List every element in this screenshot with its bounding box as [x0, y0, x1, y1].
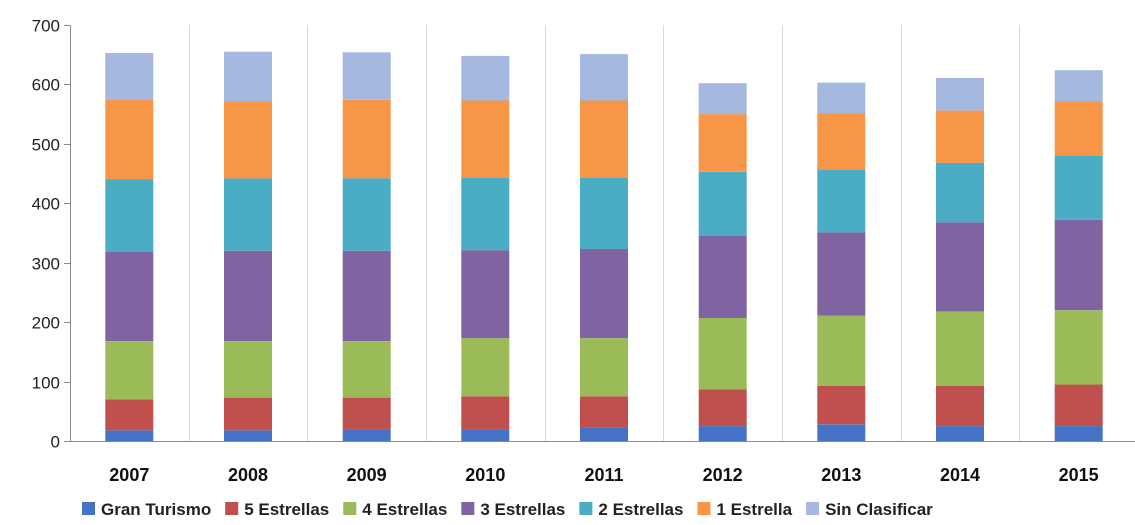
bar-segment	[105, 341, 154, 400]
bar-segment	[461, 250, 510, 339]
x-tick-label: 2007	[109, 465, 149, 485]
y-tick-label: 400	[32, 195, 60, 214]
bar-segment	[817, 113, 866, 170]
y-tick-label: 600	[32, 76, 60, 95]
y-tick-label: 100	[32, 374, 60, 393]
bar-segment	[342, 52, 391, 100]
x-tick-label: 2012	[703, 465, 743, 485]
bar-segment	[224, 178, 272, 251]
bar-segment	[105, 399, 154, 431]
bar-segment	[342, 397, 391, 430]
bar-segment	[936, 426, 984, 441]
bar-segment	[936, 222, 984, 312]
legend-swatch	[225, 502, 239, 515]
bar-segment	[461, 100, 510, 178]
bar-segment	[698, 426, 747, 441]
bar-segment	[936, 385, 984, 427]
bar-segment	[1054, 155, 1103, 220]
bar-segment	[105, 430, 154, 441]
bar-segment	[342, 341, 391, 398]
x-tick-label: 2010	[465, 465, 505, 485]
bar-segment	[1054, 310, 1103, 385]
bar-segment	[224, 341, 272, 398]
bar-segment	[461, 55, 510, 101]
bar-segment	[105, 99, 154, 180]
bar-segment	[817, 385, 866, 425]
legend-swatch	[343, 502, 357, 515]
bar-segment	[224, 250, 272, 342]
bar-segment	[461, 338, 510, 397]
bar-segment	[817, 424, 866, 441]
legend-swatch	[579, 502, 593, 515]
bar-segment	[342, 99, 391, 179]
bar-segment	[580, 100, 628, 178]
bar-segment	[698, 318, 747, 390]
legend-label: 4 Estrellas	[362, 500, 447, 519]
x-tick-label: 2014	[940, 465, 980, 485]
bar-segment	[817, 170, 866, 233]
bar-segment	[105, 52, 154, 100]
y-tick-label: 500	[32, 136, 60, 155]
y-tick-label: 300	[32, 255, 60, 274]
bar-segment	[580, 54, 628, 101]
bar-segment	[817, 315, 866, 386]
legend-label: 1 Estrella	[716, 500, 792, 519]
legend-label: 2 Estrellas	[598, 500, 683, 519]
bar-segment	[224, 430, 272, 441]
x-tick-label: 2011	[584, 465, 623, 485]
bar-segment	[698, 114, 747, 172]
bar-segment	[224, 51, 272, 101]
bar-segment	[817, 232, 866, 316]
x-tick-label: 2015	[1059, 465, 1099, 485]
bar-segment	[817, 82, 866, 114]
bar-segment	[580, 249, 628, 339]
bar-segment	[461, 177, 510, 251]
bar-segment	[461, 396, 510, 430]
bar-segment	[698, 83, 747, 115]
bar-segment	[580, 396, 628, 428]
legend-label: Sin Clasificar	[825, 500, 933, 519]
bar-segment	[224, 101, 272, 179]
bar-segment	[936, 311, 984, 386]
bar-segment	[342, 178, 391, 251]
bar-segment	[936, 162, 984, 223]
legend-swatch	[82, 502, 95, 515]
y-tick-label: 700	[32, 17, 60, 36]
bar-segment	[698, 389, 747, 427]
bar-segment	[936, 110, 984, 163]
bar-segment	[342, 250, 391, 342]
legend-label: 3 Estrellas	[480, 500, 565, 519]
x-tick-label: 2013	[821, 465, 861, 485]
legend-swatch	[697, 502, 711, 515]
x-tick-label: 2008	[228, 465, 268, 485]
bar-segment	[698, 236, 747, 318]
bar-segment	[342, 429, 391, 441]
y-tick-label: 0	[51, 433, 60, 452]
y-tick-label: 200	[32, 314, 60, 333]
legend-swatch	[461, 502, 475, 515]
legend-label: Gran Turismo	[101, 500, 211, 519]
bar-segment	[580, 177, 628, 249]
bar-segment	[698, 171, 747, 236]
bar-segment	[1054, 426, 1103, 441]
legend-swatch	[806, 502, 820, 515]
bar-segment	[1054, 219, 1103, 311]
bar-segment	[1054, 101, 1103, 156]
bar-segment	[580, 427, 628, 441]
bar-segment	[580, 338, 628, 397]
bar-segment	[105, 179, 154, 252]
bar-segment	[1054, 384, 1103, 427]
bar-segment	[105, 252, 154, 342]
bar-segment	[224, 397, 272, 431]
x-tick-label: 2009	[347, 465, 387, 485]
bar-segment	[461, 429, 510, 441]
bar-segment	[936, 77, 984, 111]
bar-segment	[1054, 70, 1103, 102]
legend-label: 5 Estrellas	[244, 500, 329, 519]
